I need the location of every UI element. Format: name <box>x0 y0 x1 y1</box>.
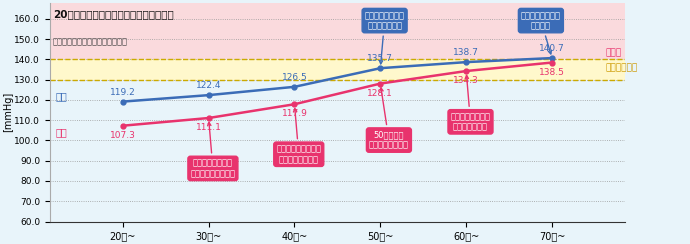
Text: 128.1: 128.1 <box>368 89 393 98</box>
Bar <box>50 80 625 222</box>
Text: （血圧を下げる薬の使用者含む）: （血圧を下げる薬の使用者含む） <box>52 38 128 47</box>
Text: 20歳以上の収縮期（最高）血圧の平均値: 20歳以上の収縮期（最高）血圧の平均値 <box>52 9 173 19</box>
Text: 138.5: 138.5 <box>539 68 565 77</box>
Text: 男性: 男性 <box>55 91 67 101</box>
Text: 妊娠をきっかけに
高血圧になる場合も: 妊娠をきっかけに 高血圧になる場合も <box>190 122 235 178</box>
Text: 134.3: 134.3 <box>453 76 479 85</box>
Text: 140.7: 140.7 <box>539 44 565 53</box>
Text: 107.3: 107.3 <box>110 131 136 140</box>
Text: 平均値が正常高値
血圧の域に突入: 平均値が正常高値 血圧の域に突入 <box>364 11 404 64</box>
Bar <box>50 3 625 60</box>
Text: 138.7: 138.7 <box>453 48 479 57</box>
Text: 122.4: 122.4 <box>196 81 221 90</box>
Text: 117.9: 117.9 <box>282 109 308 118</box>
Bar <box>50 60 625 80</box>
Text: 高血圧: 高血圧 <box>605 48 622 57</box>
Text: 50歳以降は
高血圧の人が急増: 50歳以降は 高血圧の人が急増 <box>369 88 409 150</box>
Text: 平均値が正常高値
血圧の域に突入: 平均値が正常高値 血圧の域に突入 <box>451 75 491 132</box>
Text: 119.2: 119.2 <box>110 88 136 97</box>
Text: 135.7: 135.7 <box>367 54 393 63</box>
Text: 女性: 女性 <box>55 127 67 137</box>
Y-axis label: [mmHg]: [mmHg] <box>3 92 13 132</box>
Text: 正常高値血圧: 正常高値血圧 <box>605 63 638 72</box>
Text: 女性ホルモンの減少
により血圧が上昇: 女性ホルモンの減少 により血圧が上昇 <box>276 109 322 164</box>
Text: 111.1: 111.1 <box>196 123 221 132</box>
Text: 126.5: 126.5 <box>282 73 307 82</box>
Text: 平均値が高血圧の
域に突入: 平均値が高血圧の 域に突入 <box>521 11 561 54</box>
